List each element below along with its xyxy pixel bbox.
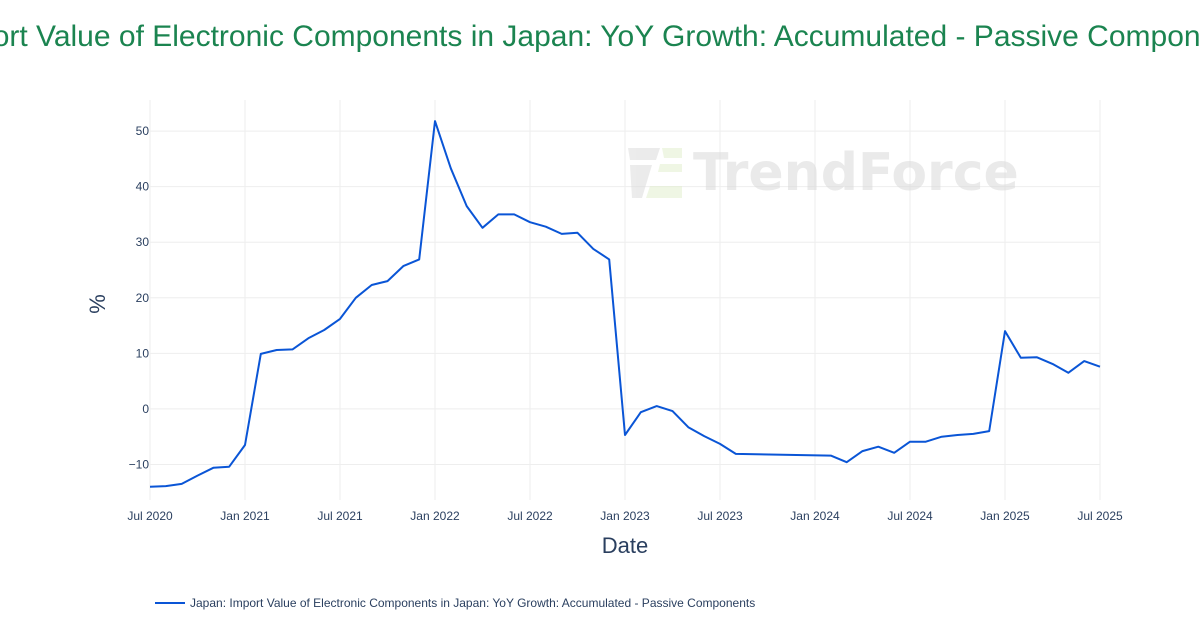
x-tick-label: Jan 2025 [980,509,1030,523]
data-point-2024-05[interactable] [875,444,881,450]
data-point-2022-09[interactable] [559,231,565,237]
x-axis-label: Date [602,533,648,558]
data-point-2023-04[interactable] [670,408,676,414]
data-point-2024-10[interactable] [955,432,961,438]
data-point-2025-03[interactable] [1034,354,1040,360]
legend[interactable]: Japan: Import Value of Electronic Compon… [155,596,755,610]
x-tick-label: Jan 2023 [600,509,650,523]
data-point-2020-11[interactable] [210,465,216,471]
y-tick-label: 0 [142,402,149,416]
data-point-2024-08[interactable] [923,439,929,445]
x-tick-label: Jul 2022 [507,509,553,523]
y-tick-label: 10 [136,346,150,360]
legend-swatch [155,602,185,604]
data-point-2023-07[interactable] [717,441,723,447]
data-point-2022-06[interactable] [511,211,517,217]
data-point-2024-07[interactable] [907,439,913,445]
svg-text:TrendForce: TrendForce [693,143,1019,203]
data-point-2024-11[interactable] [970,431,976,437]
data-point-2020-07[interactable] [147,484,153,490]
x-tick-label: Jul 2020 [127,509,173,523]
x-tick-label: Jan 2021 [220,509,270,523]
data-point-2020-10[interactable] [195,473,201,479]
data-point-2024-12[interactable] [986,428,992,434]
data-point-2024-02[interactable] [828,453,834,459]
y-axis-label: % [85,294,110,314]
data-point-2021-08[interactable] [353,295,359,301]
y-tick-label: −10 [129,457,150,471]
data-point-2021-12[interactable] [416,256,422,262]
x-tick-label: Jan 2024 [790,509,840,523]
data-point-2021-07[interactable] [337,316,343,322]
data-point-2021-09[interactable] [369,282,375,288]
trendforce-watermark-logo: TrendForce [628,143,1019,203]
data-point-2022-12[interactable] [606,256,612,262]
legend-label: Japan: Import Value of Electronic Compon… [190,596,756,610]
data-point-2022-10[interactable] [575,230,581,236]
data-point-2022-11[interactable] [590,246,596,252]
x-tick-label: Jul 2025 [1077,509,1123,523]
x-tick-label: Jul 2024 [887,509,933,523]
y-tick-label: 30 [136,235,150,249]
y-tick-label: 20 [136,291,150,305]
data-point-2024-06[interactable] [891,450,897,456]
data-point-2025-01[interactable] [1002,328,1008,334]
data-point-2023-01[interactable] [622,432,628,438]
data-point-2021-11[interactable] [400,263,406,269]
x-tick-label: Jul 2023 [697,509,743,523]
y-tick-label: 40 [136,180,150,194]
grid [149,100,1101,500]
data-point-2022-08[interactable] [543,224,549,230]
x-tick-label: Jan 2022 [410,509,460,523]
data-point-2020-08[interactable] [163,483,169,489]
data-point-2024-03[interactable] [844,459,850,465]
data-point-2023-06[interactable] [701,433,707,439]
data-point-2023-05[interactable] [685,424,691,430]
data-point-2020-12[interactable] [226,464,232,470]
data-point-2021-04[interactable] [290,346,296,352]
data-point-2021-10[interactable] [385,278,391,284]
y-tick-label: 50 [136,124,150,138]
data-point-2020-09[interactable] [179,481,185,487]
data-point-2025-05[interactable] [1065,370,1071,376]
data-point-2023-02[interactable] [638,409,644,415]
data-point-2025-06[interactable] [1081,358,1087,364]
data-point-2021-02[interactable] [258,351,264,357]
data-point-2022-07[interactable] [527,219,533,225]
data-point-2021-05[interactable] [305,335,311,341]
data-point-2022-02[interactable] [448,165,454,171]
data-point-2023-03[interactable] [654,403,660,409]
data-point-2022-01[interactable] [432,118,438,124]
chart-title: Import Value of Electronic Components in… [0,20,1200,53]
data-point-2025-02[interactable] [1018,355,1024,361]
data-point-2025-07[interactable] [1097,364,1103,370]
data-point-2023-08[interactable] [733,451,739,457]
data-point-2021-06[interactable] [321,327,327,333]
x-tick-label: Jul 2021 [317,509,363,523]
data-point-2022-04[interactable] [480,225,486,231]
data-point-2022-05[interactable] [495,211,501,217]
data-point-2021-03[interactable] [274,347,280,353]
data-point-2024-04[interactable] [860,448,866,454]
data-point-2025-04[interactable] [1050,361,1056,367]
series-line [149,120,1101,488]
data-point-2021-01[interactable] [242,442,248,448]
data-point-2024-09[interactable] [939,434,945,440]
data-point-2022-03[interactable] [464,203,470,209]
